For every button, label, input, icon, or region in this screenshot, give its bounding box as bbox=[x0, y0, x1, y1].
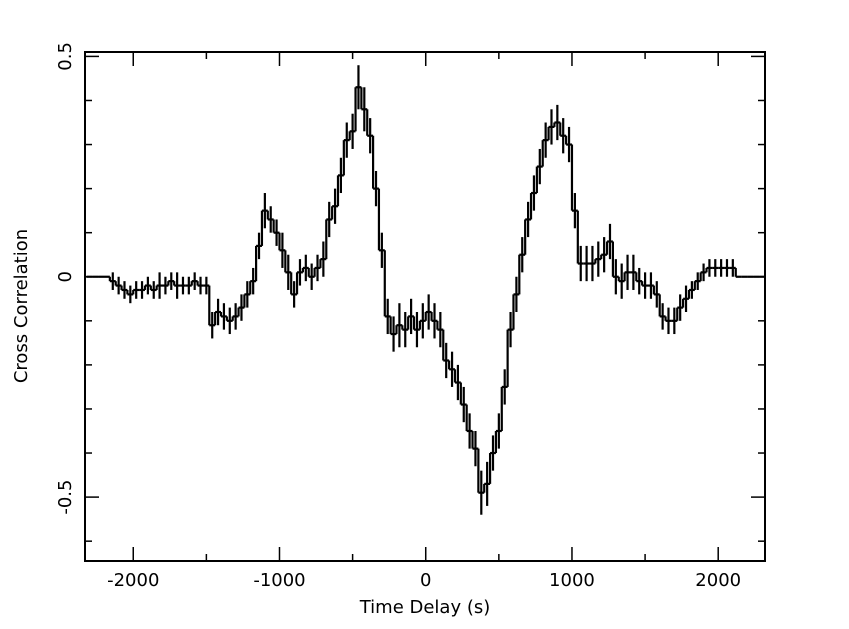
y-axis-title: Cross Correlation bbox=[11, 229, 32, 383]
x-tick-label: -2000 bbox=[107, 570, 159, 591]
x-tick-label: 2000 bbox=[695, 570, 741, 591]
x-tick-label: 1000 bbox=[549, 570, 595, 591]
x-axis-title: Time Delay (s) bbox=[359, 597, 491, 618]
x-tick-label: -1000 bbox=[253, 570, 305, 591]
y-tick-label: 0 bbox=[55, 271, 76, 282]
y-tick-label: -0.5 bbox=[55, 480, 76, 515]
x-tick-label: 0 bbox=[420, 570, 431, 591]
y-tick-label: 0.5 bbox=[55, 42, 76, 71]
